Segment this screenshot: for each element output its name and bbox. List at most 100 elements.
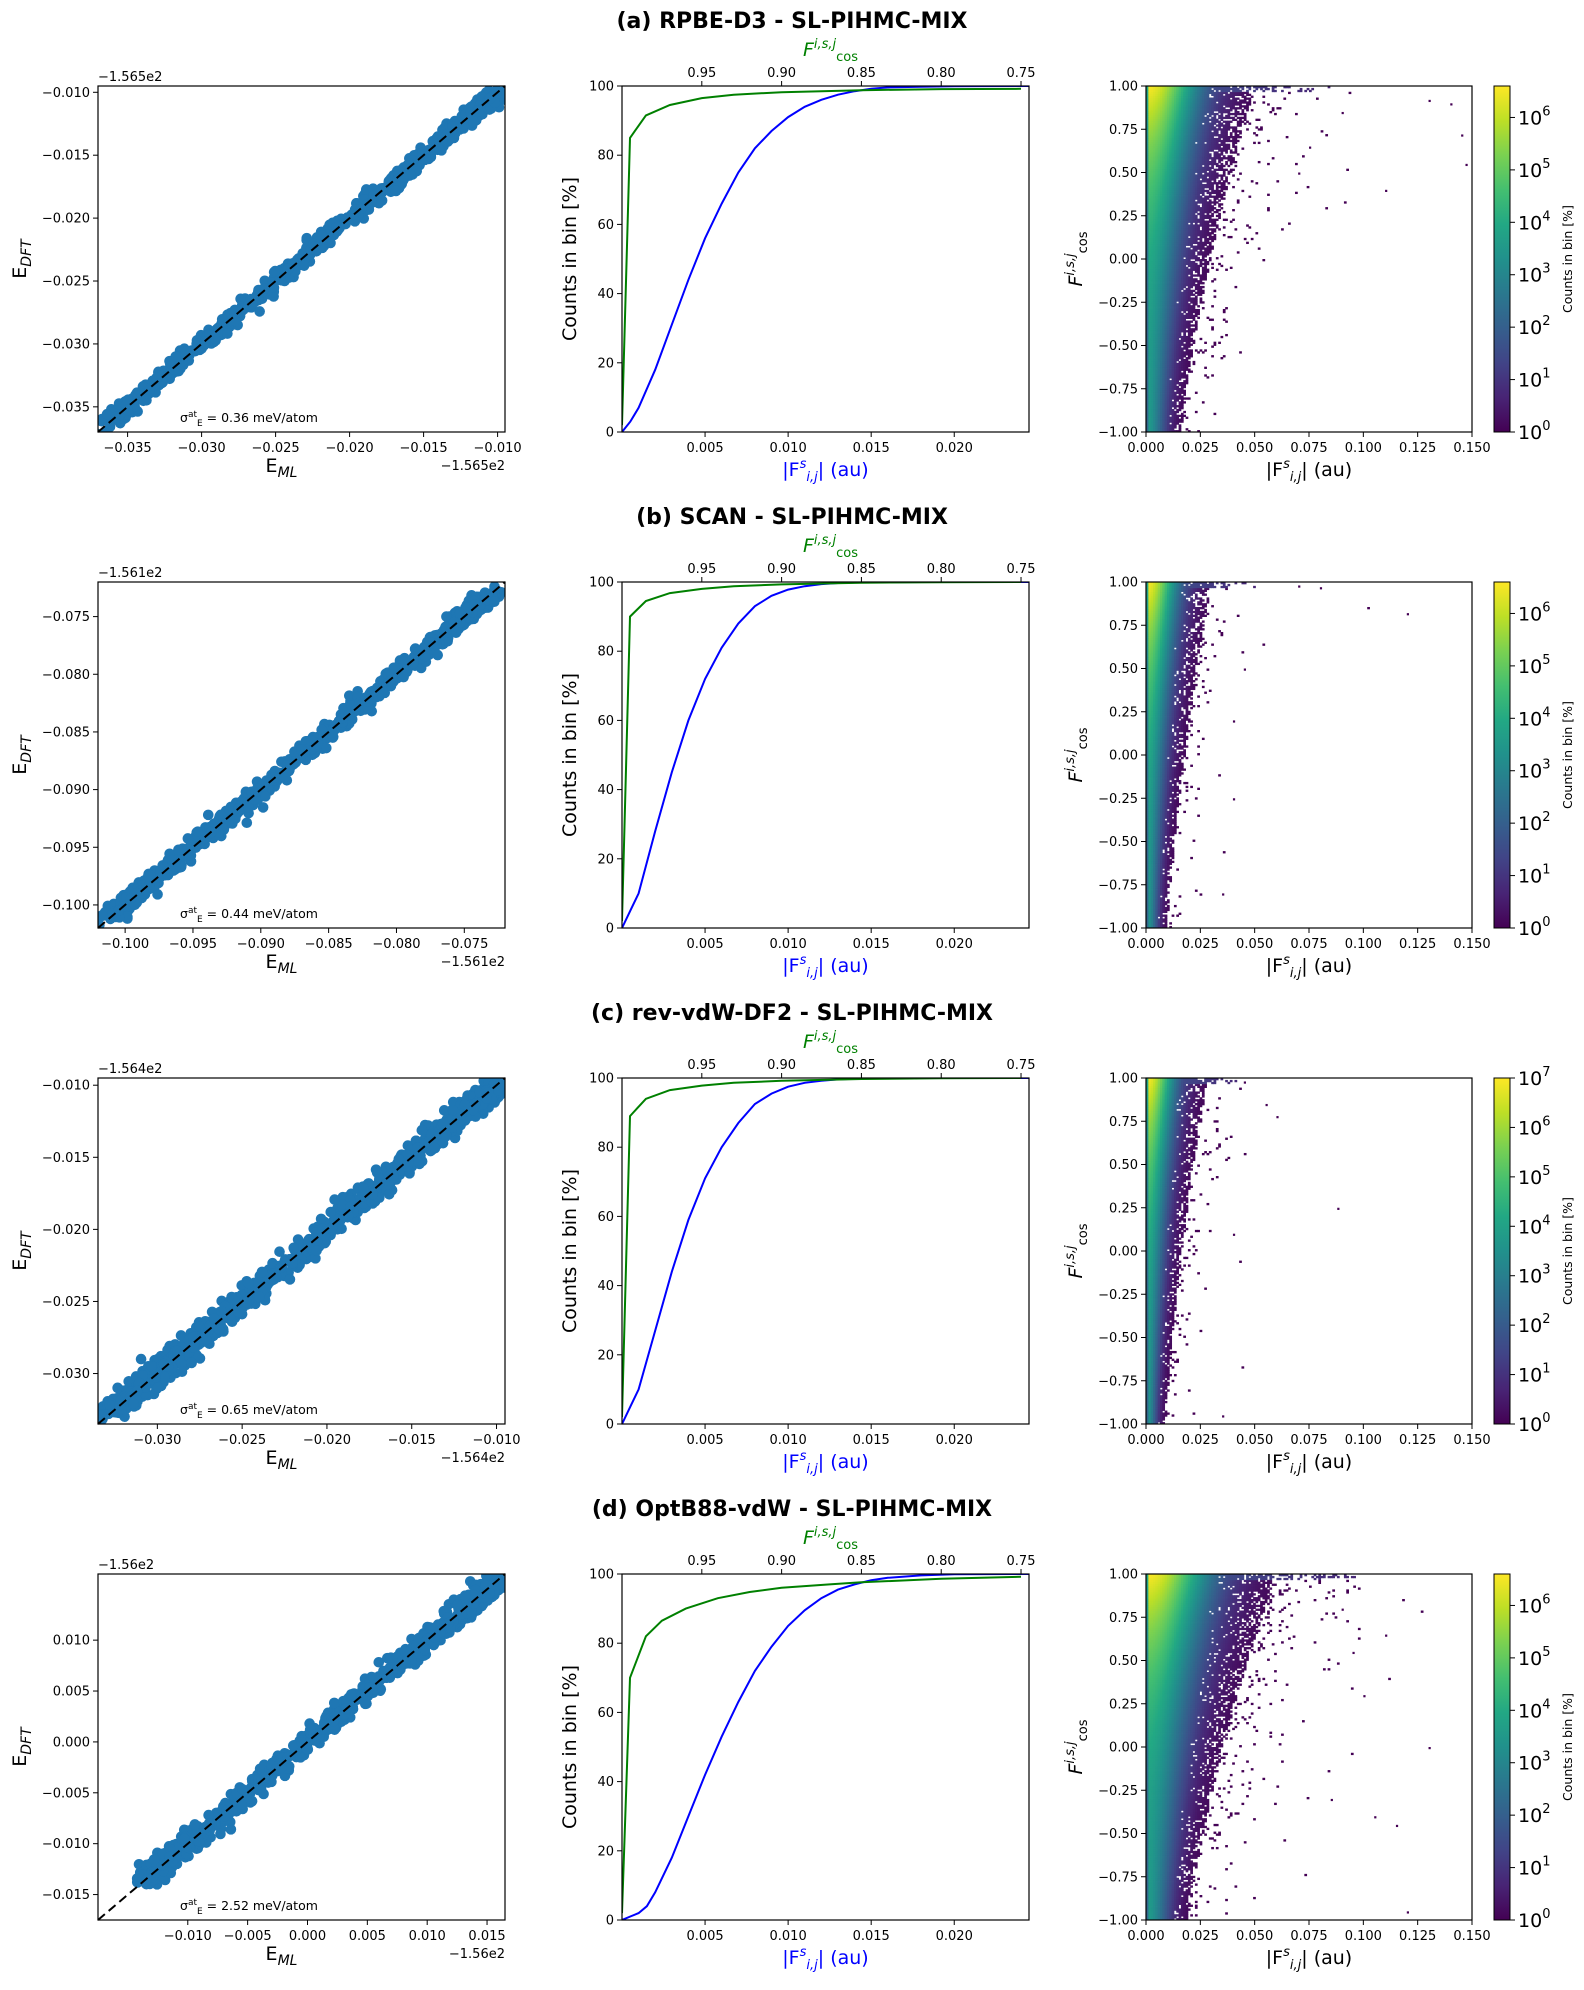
heatmap-cell bbox=[1166, 274, 1170, 277]
heatmap-cell bbox=[1190, 139, 1193, 143]
heatmap-cell bbox=[1150, 330, 1154, 333]
heatmap-cell bbox=[1148, 297, 1152, 300]
heatmap-cell bbox=[1166, 237, 1170, 241]
heatmap-cell bbox=[1213, 228, 1217, 231]
heatmap-cell bbox=[1201, 141, 1205, 145]
heatmap-cell bbox=[1222, 164, 1226, 168]
heatmap-cell bbox=[1162, 220, 1166, 223]
heatmap-cell bbox=[1166, 397, 1170, 400]
heatmap-cell bbox=[1166, 159, 1170, 162]
heatmap-cell bbox=[1204, 134, 1207, 137]
heatmap-cell bbox=[1146, 414, 1149, 418]
heatmap-cell bbox=[1185, 191, 1189, 195]
heatmap-cell bbox=[1152, 132, 1156, 135]
heatmap-cell bbox=[1150, 420, 1154, 423]
heatmap-cell bbox=[1194, 201, 1198, 204]
heatmap-cell bbox=[1146, 243, 1149, 246]
heatmap-cell bbox=[1192, 155, 1196, 158]
heatmap-cell bbox=[1162, 126, 1166, 129]
heatmap-cell bbox=[1146, 360, 1149, 364]
heatmap-cell bbox=[1178, 184, 1182, 187]
heatmap-cell bbox=[1164, 253, 1168, 256]
heatmap-cell bbox=[1187, 289, 1191, 293]
heatmap-cell bbox=[1162, 301, 1166, 304]
heatmap-cell bbox=[1183, 172, 1186, 175]
heatmap-cell bbox=[1236, 134, 1240, 137]
heatmap-cell bbox=[1146, 195, 1149, 198]
heatmap-cell bbox=[1180, 178, 1184, 181]
heatmap-cell bbox=[1218, 164, 1221, 168]
heatmap-cell bbox=[1183, 259, 1186, 262]
heatmap-cell bbox=[1194, 155, 1198, 158]
heatmap-cell bbox=[1185, 187, 1189, 191]
heatmap-cell bbox=[1185, 364, 1189, 368]
heatmap-cell bbox=[1180, 197, 1184, 200]
heatmap-cell bbox=[1192, 324, 1196, 327]
heatmap-cell bbox=[1185, 134, 1189, 137]
heatmap-cell bbox=[1162, 297, 1166, 300]
heatmap-cell bbox=[1192, 174, 1196, 177]
heatmap-cell bbox=[1152, 226, 1156, 229]
heatmap-cell bbox=[1194, 220, 1198, 223]
heatmap-cell bbox=[1180, 337, 1184, 341]
heatmap-cell bbox=[1162, 382, 1166, 385]
heatmap-cell bbox=[1190, 189, 1193, 193]
heatmap-cell bbox=[1183, 360, 1186, 364]
heatmap-cell bbox=[1169, 149, 1173, 152]
heatmap-cell bbox=[1180, 283, 1184, 287]
heatmap-cell bbox=[1190, 264, 1193, 268]
heatmap-cell bbox=[1222, 170, 1226, 173]
heatmap-cell bbox=[1197, 268, 1200, 271]
heatmap-cell bbox=[1146, 307, 1149, 310]
heatmap-cell bbox=[1164, 216, 1168, 220]
heatmap-cell bbox=[1199, 153, 1203, 156]
heatmap-cell bbox=[1157, 283, 1161, 287]
heatmap-cell bbox=[1162, 387, 1166, 391]
heatmap-cell bbox=[1162, 145, 1166, 148]
heatmap-cell bbox=[1185, 182, 1189, 185]
heatmap-cell bbox=[1180, 322, 1184, 325]
heatmap-cell bbox=[1152, 130, 1156, 133]
heatmap-cell bbox=[1164, 326, 1168, 329]
heatmap-cell bbox=[1197, 185, 1200, 189]
heatmap-cell bbox=[1157, 128, 1161, 131]
heatmap-cell bbox=[1148, 358, 1152, 362]
heatmap-cell bbox=[1157, 362, 1161, 366]
heatmap-cell bbox=[1204, 341, 1207, 344]
heatmap-cell bbox=[1162, 378, 1166, 381]
heatmap-cell bbox=[1162, 216, 1166, 220]
heatmap-cell bbox=[1178, 293, 1182, 296]
heatmap-cell bbox=[1176, 168, 1179, 171]
heatmap-cell bbox=[1169, 330, 1173, 333]
heatmap-cell bbox=[1178, 180, 1182, 183]
heatmap-cell bbox=[1232, 145, 1235, 148]
heatmap-cell bbox=[1169, 126, 1173, 129]
heatmap-cell bbox=[1190, 228, 1193, 231]
heatmap-cell bbox=[1152, 207, 1156, 210]
heatmap-cell bbox=[1148, 224, 1152, 227]
heatmap-cell bbox=[1218, 166, 1221, 170]
heatmap-cell bbox=[1208, 251, 1212, 254]
heatmap-cell bbox=[1187, 368, 1191, 371]
heatmap-cell bbox=[1206, 241, 1210, 245]
heatmap-cell bbox=[1146, 285, 1149, 289]
heatmap-cell bbox=[1159, 184, 1163, 187]
heatmap-cell bbox=[1164, 191, 1168, 195]
heatmap-cell bbox=[1180, 145, 1184, 148]
heatmap-cell bbox=[1183, 397, 1186, 400]
heatmap-cell bbox=[1194, 310, 1198, 314]
heatmap-cell bbox=[1187, 187, 1191, 191]
heatmap-cell bbox=[1152, 268, 1156, 271]
heatmap-cell bbox=[1178, 297, 1182, 300]
heatmap-cell bbox=[1150, 347, 1154, 350]
heatmap-cell bbox=[1199, 195, 1203, 198]
heatmap-cell bbox=[1169, 393, 1173, 396]
heatmap-cell bbox=[1173, 189, 1177, 193]
heatmap-cell bbox=[1204, 132, 1207, 135]
heatmap-cell bbox=[1146, 412, 1149, 416]
heatmap-cell bbox=[1169, 172, 1173, 175]
heatmap-cell bbox=[1169, 203, 1173, 206]
heatmap-cell bbox=[1152, 162, 1156, 166]
heatmap-cell bbox=[1176, 214, 1179, 218]
heatmap-cell bbox=[1159, 355, 1163, 358]
